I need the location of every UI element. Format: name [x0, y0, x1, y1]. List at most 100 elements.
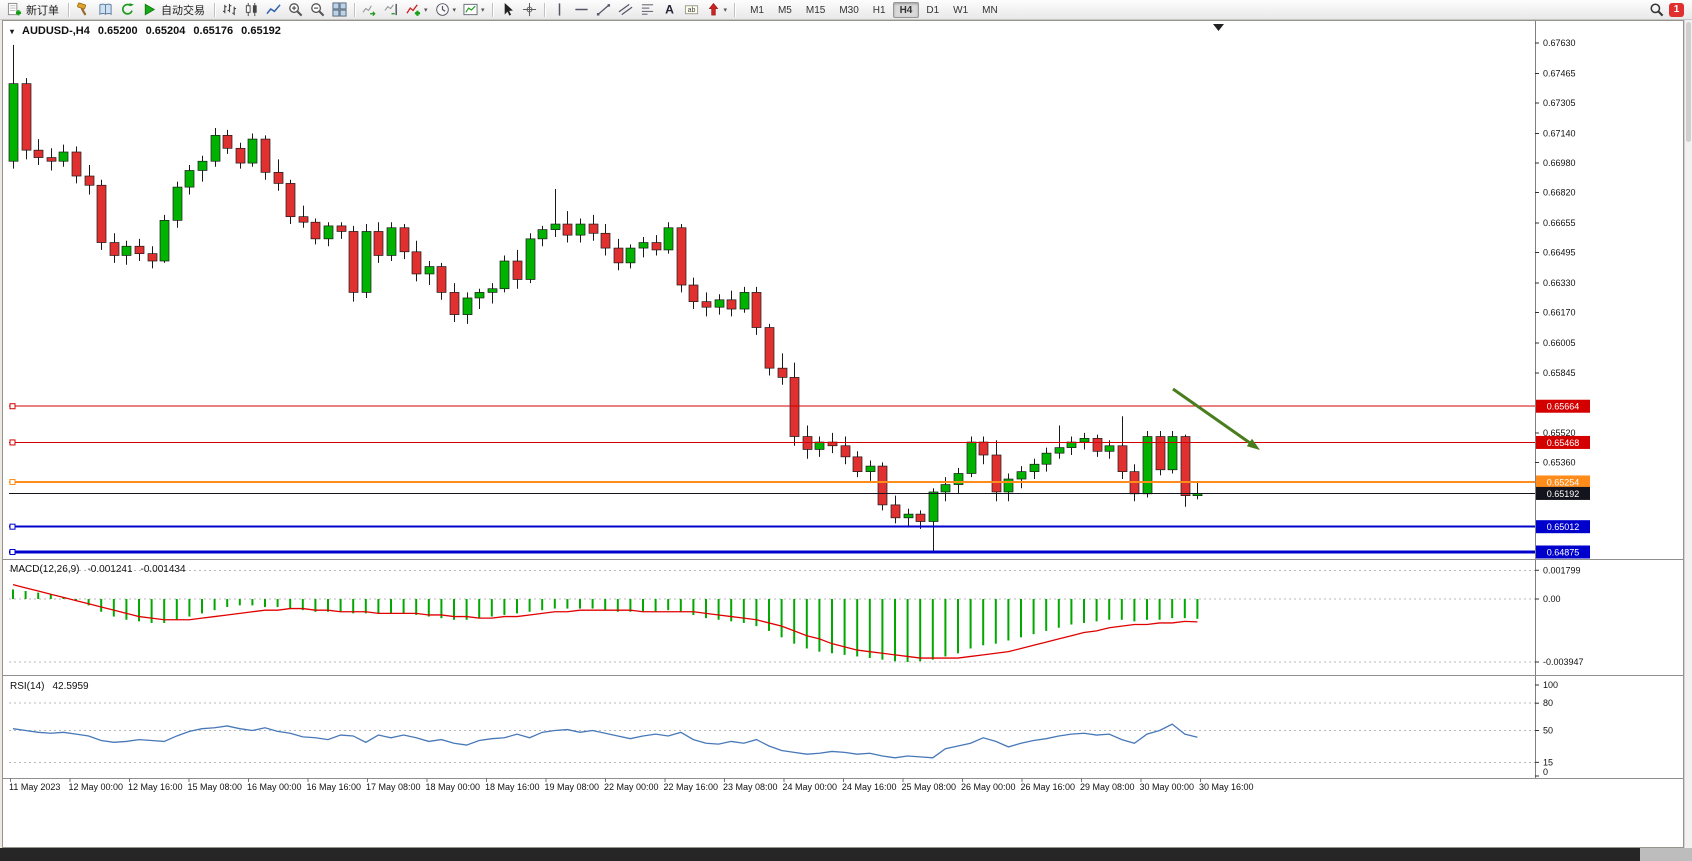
text-button[interactable]: A [659, 1, 680, 19]
svg-text:-0.003947: -0.003947 [1543, 657, 1584, 667]
toolbar-right-group: 1 [1649, 2, 1688, 17]
auto-scroll-button[interactable] [359, 1, 380, 19]
price-level-lines[interactable]: 0.65664 0.65468 0.65254 0.65192 0.65012 0.648… [9, 399, 1590, 559]
vertical-scrollbar[interactable] [1684, 20, 1692, 848]
equidistant-channel-button[interactable] [615, 1, 636, 19]
timeframe-M1[interactable]: M1 [750, 4, 764, 16]
svg-text:0.65360: 0.65360 [1543, 457, 1576, 467]
trendline-button[interactable] [593, 1, 614, 19]
chevron-down-icon[interactable]: ▾ [481, 6, 485, 14]
chart-shift-button[interactable] [381, 1, 402, 19]
price-chart-svg[interactable]: 0.67630 0.67465 0.67305 0.67140 0.66980 0.668… [3, 21, 1683, 847]
svg-text:0: 0 [1543, 767, 1548, 777]
svg-text:18 May 00:00: 18 May 00:00 [426, 782, 481, 792]
timeframe-M5[interactable]: M5 [777, 4, 792, 16]
svg-text:12 May 00:00: 12 May 00:00 [69, 782, 124, 792]
periods-button[interactable]: ▾ [432, 1, 460, 19]
tile-windows-button[interactable] [329, 1, 350, 19]
market-watch-button[interactable] [95, 1, 116, 19]
chevron-down-icon[interactable]: ▾ [424, 6, 428, 14]
text-a-icon: A [662, 2, 677, 17]
horizontal-line-button[interactable] [571, 1, 592, 19]
svg-text:0.67140: 0.67140 [1543, 129, 1576, 139]
chevron-down-icon[interactable]: ▾ [452, 6, 457, 14]
pane-separators [3, 21, 1683, 779]
rsi-pane: 100 80 50 150 [9, 680, 1558, 777]
chevron-down-icon[interactable]: ▾ [723, 6, 728, 14]
auto-trading-button[interactable]: 自动交易 [139, 1, 210, 19]
price-label-box [1536, 399, 1590, 413]
macd-pane: 0.001799 0.00 -0.003947 [9, 565, 1584, 667]
text-label-button[interactable]: ab [681, 1, 702, 19]
timeframe-D1[interactable]: D1 [926, 4, 940, 16]
svg-text:0.66495: 0.66495 [1543, 248, 1576, 258]
line-handle [9, 549, 16, 555]
time-axis: 11 May 2023 12 May 00:00 12 May 16:00 15 Ma… [9, 778, 1254, 792]
line-chart-button[interactable] [263, 1, 284, 19]
rsi-line [12, 723, 1198, 759]
candles-icon [244, 2, 259, 17]
arrow-icon [706, 2, 721, 17]
timeframe-MN[interactable]: MN [982, 4, 998, 16]
svg-text:0.00: 0.00 [1543, 594, 1561, 604]
label-icon: ab [684, 2, 699, 17]
trend-arrow-annotation[interactable] [1172, 387, 1260, 450]
svg-text:23 May 08:00: 23 May 08:00 [723, 782, 778, 792]
cursor-button[interactable] [497, 1, 518, 19]
search-icon[interactable] [1649, 2, 1664, 17]
template-icon [463, 2, 478, 17]
templates-button[interactable]: ▾ [460, 1, 488, 19]
timeframe-M30[interactable]: M30 [839, 4, 859, 16]
svg-text:22 May 00:00: 22 May 00:00 [604, 782, 659, 792]
line-icon [266, 2, 281, 17]
hline-icon [574, 2, 589, 17]
toolbar-separator [214, 2, 215, 17]
toolbar-separator [734, 2, 736, 17]
new-order-icon [7, 2, 22, 17]
one-click-trading-icon[interactable]: ▾ [10, 26, 15, 36]
timeframe-H4[interactable]: H4 [892, 1, 920, 18]
metaeditor-button[interactable] [73, 1, 94, 19]
svg-text:0.65192: 0.65192 [1547, 489, 1580, 499]
candlestick-chart-button[interactable] [241, 1, 262, 19]
scrollbar-thumb[interactable] [1686, 22, 1691, 142]
chart-shift-marker[interactable] [1213, 24, 1224, 31]
price-axis: 0.67630 0.67465 0.67305 0.67140 0.66980 0.668… [1535, 38, 1576, 467]
svg-text:0.67630: 0.67630 [1543, 38, 1576, 48]
new-order-button[interactable]: 新订单 [4, 1, 64, 19]
timeframe-H1[interactable]: H1 [872, 4, 886, 16]
zoom-out-button[interactable] [307, 1, 328, 19]
svg-text:18 May 16:00: 18 May 16:00 [485, 782, 540, 792]
clock-icon [435, 2, 450, 17]
new-order-label: 新订单 [26, 4, 59, 17]
price-label-box [1536, 475, 1590, 489]
svg-text:15: 15 [1543, 757, 1553, 767]
notification-badge[interactable]: 1 [1669, 2, 1684, 17]
bar-chart-button[interactable] [219, 1, 240, 19]
chart-window[interactable]: 0.67630 0.67465 0.67305 0.67140 0.66980 0.668… [2, 20, 1684, 848]
svg-text:0.66330: 0.66330 [1543, 278, 1576, 288]
vertical-line-button[interactable] [549, 1, 570, 19]
zoom-in-button[interactable] [285, 1, 306, 19]
indicators-button[interactable]: ▾ [403, 1, 431, 19]
svg-text:0.65664: 0.65664 [1547, 402, 1580, 412]
hammer-icon [76, 2, 91, 17]
refresh-button[interactable] [117, 1, 138, 19]
timeframe-W1[interactable]: W1 [953, 4, 969, 16]
channel-icon [618, 2, 633, 17]
candlestick-series [8, 44, 1203, 552]
svg-text:0.64875: 0.64875 [1547, 548, 1580, 558]
price-label-box [1536, 486, 1590, 500]
svg-text:0.65012: 0.65012 [1547, 522, 1580, 532]
bottom-bar-segment [1640, 848, 1692, 861]
svg-text:50: 50 [1543, 726, 1553, 736]
arrows-button[interactable]: ▾ [703, 1, 731, 19]
timeframe-M15[interactable]: M15 [805, 4, 826, 16]
crosshair-button[interactable] [519, 1, 540, 19]
toolbar-separator [491, 2, 493, 17]
toolbar-separator [68, 2, 69, 17]
fibonacci-retracement-button[interactable] [637, 1, 658, 19]
trend-icon [596, 2, 611, 17]
